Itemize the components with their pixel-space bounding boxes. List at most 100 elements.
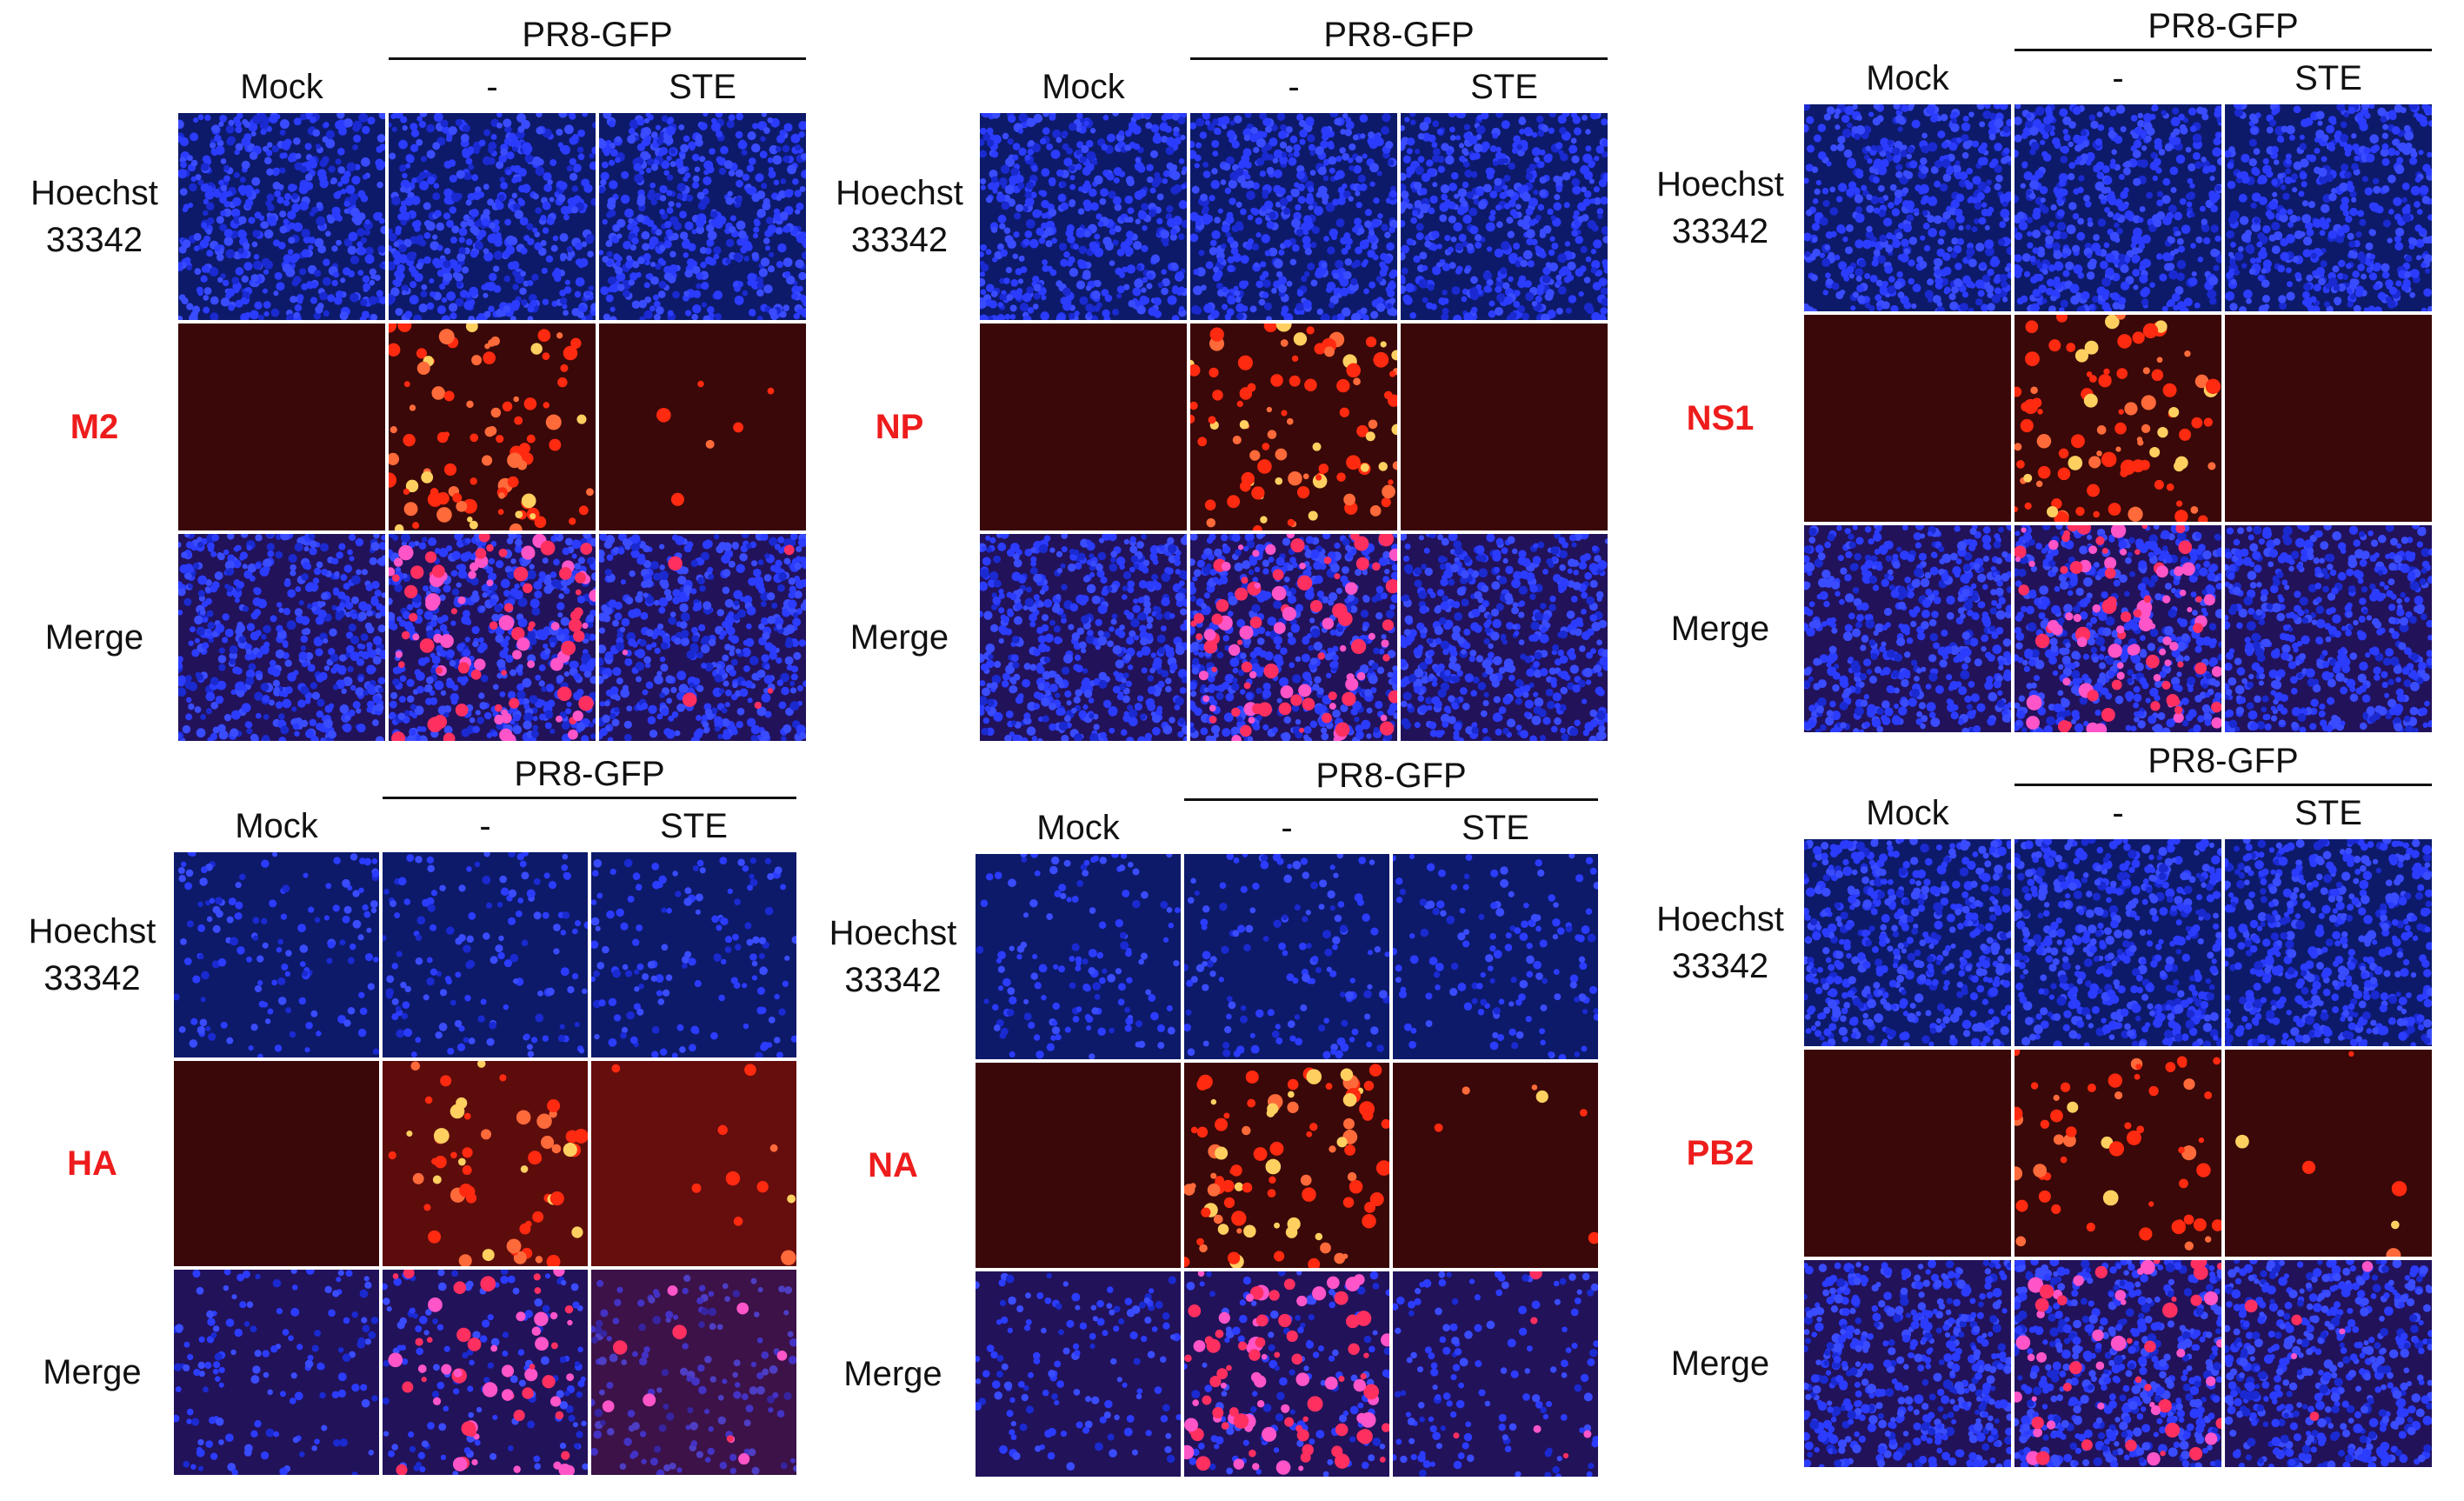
cell-signal [662, 636, 671, 644]
cell-signal [250, 130, 256, 137]
cell-signal [658, 280, 667, 289]
cell-signal [1094, 175, 1103, 185]
cell-signal [246, 728, 253, 735]
cell-signal [183, 257, 191, 264]
cell-signal [469, 477, 477, 485]
cell-signal [723, 160, 733, 170]
cell-signal [1102, 170, 1109, 177]
cell-signal [402, 172, 408, 179]
cell-signal [496, 122, 503, 129]
cell-signal [1267, 430, 1277, 439]
cell-signal [304, 697, 311, 704]
cell-signal [1469, 225, 1479, 235]
cell-signal [523, 147, 531, 156]
cell-signal [1222, 123, 1228, 130]
cell-signal [645, 167, 652, 174]
cell-signal [636, 676, 643, 683]
cell-signal [746, 605, 756, 616]
cell-signal [1388, 370, 1396, 377]
cell-signal [1278, 187, 1286, 196]
cell-signal [227, 136, 236, 145]
cell-signal [694, 166, 701, 172]
cell-signal [801, 170, 806, 179]
cell-signal [763, 284, 773, 294]
cell-signal [1458, 143, 1465, 149]
cell-signal [704, 708, 713, 717]
cell-signal [1178, 306, 1185, 312]
micrograph-dots [178, 534, 385, 741]
cell-signal [531, 607, 541, 616]
cell-signal [556, 675, 564, 683]
cell-signal [725, 257, 732, 264]
cell-signal [394, 524, 404, 530]
cell-signal [1582, 114, 1588, 121]
cell-signal [798, 121, 806, 130]
cell-signal [347, 549, 353, 556]
cell-signal [763, 197, 770, 205]
cell-signal [1148, 209, 1156, 217]
cell-signal [1060, 258, 1069, 267]
cell-signal [360, 298, 368, 306]
cell-signal [1293, 150, 1300, 157]
cell-signal [707, 566, 714, 573]
cell-signal [538, 680, 545, 687]
cell-signal [1531, 238, 1538, 246]
cell-signal [239, 551, 249, 560]
cell-signal [1240, 208, 1247, 216]
cell-signal [684, 172, 691, 178]
cell-signal [761, 183, 768, 190]
cell-signal [1177, 117, 1186, 125]
cell-signal [1172, 285, 1179, 292]
cell-signal [1426, 302, 1433, 310]
cell-signal [1017, 278, 1024, 284]
cell-signal [337, 591, 346, 600]
cell-signal [393, 257, 401, 265]
cell-signal [496, 672, 503, 679]
cell-signal [1549, 236, 1555, 242]
cell-signal [747, 130, 756, 141]
cell-signal [255, 630, 262, 637]
cell-signal [1106, 133, 1115, 143]
cell-signal [980, 138, 985, 147]
cell-signal [215, 695, 224, 704]
cell-signal [1063, 157, 1073, 167]
cell-signal [1454, 193, 1460, 199]
cell-signal [334, 570, 340, 577]
cell-signal [234, 150, 240, 156]
cell-signal [764, 664, 770, 670]
cell-signal [1153, 297, 1162, 306]
cell-signal [307, 603, 313, 610]
cell-signal [340, 574, 348, 581]
cell-signal [1320, 313, 1330, 320]
cell-signal [614, 706, 620, 713]
cell-signal [1542, 274, 1551, 284]
cell-signal [566, 245, 574, 253]
cell-signal [219, 223, 228, 232]
cell-signal [506, 151, 515, 160]
cell-signal [443, 160, 452, 169]
cell-signal [1502, 282, 1510, 290]
cell-signal [489, 598, 497, 606]
cell-signal [644, 662, 651, 669]
cell-signal [1453, 222, 1462, 232]
cell-signal [1326, 286, 1333, 293]
cell-signal [702, 721, 709, 729]
cell-signal [1124, 195, 1134, 204]
cell-signal [751, 193, 761, 203]
cell-signal [509, 697, 520, 709]
cell-signal [1304, 248, 1313, 256]
cell-signal [1289, 258, 1297, 266]
cell-signal [545, 414, 562, 430]
cell-signal [1009, 304, 1017, 312]
cell-signal [369, 557, 377, 565]
cell-signal [232, 666, 240, 674]
cell-signal [393, 557, 403, 567]
cell-signal [1085, 140, 1094, 148]
cell-signal [1513, 243, 1521, 250]
cell-signal [980, 271, 986, 277]
cell-signal [263, 713, 270, 720]
cell-signal [329, 628, 337, 637]
cell-signal [356, 708, 362, 714]
column-label: Mock [1042, 68, 1125, 106]
cell-signal [479, 701, 488, 710]
